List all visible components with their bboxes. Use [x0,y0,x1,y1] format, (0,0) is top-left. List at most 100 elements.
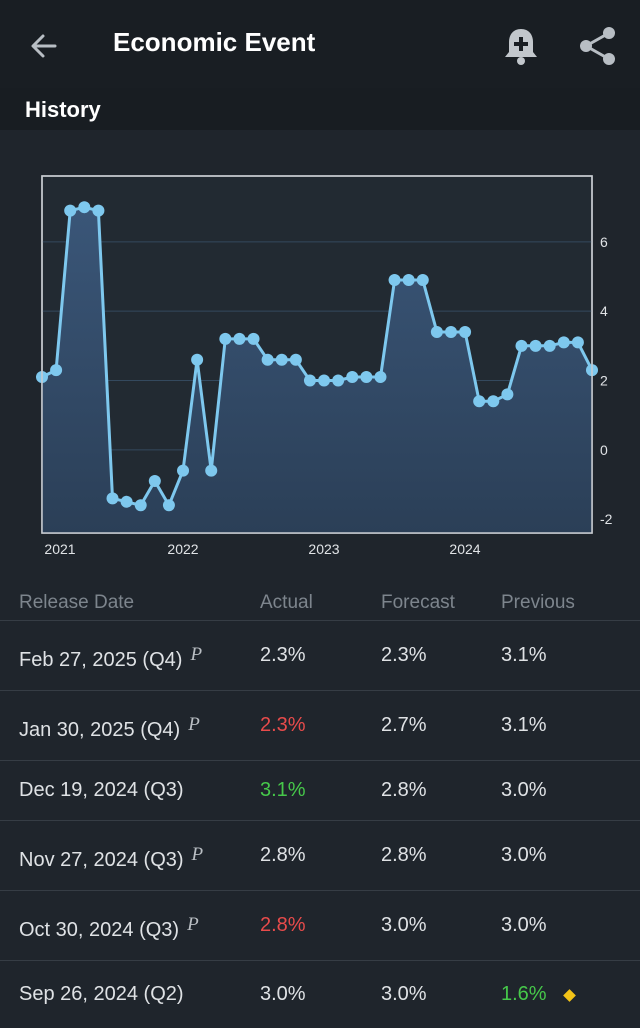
data-point[interactable] [487,395,500,408]
table-row[interactable]: Feb 27, 2025 (Q4) P 2.3% 2.3% 3.1% [0,620,640,691]
data-point[interactable] [515,339,528,352]
y-tick-label: 2 [600,372,608,388]
back-button[interactable] [24,26,64,66]
previous-value: 3.0% [501,914,547,936]
data-point[interactable] [388,273,401,286]
data-point[interactable] [275,353,288,366]
x-tick-label: 2022 [167,541,198,557]
arrow-left-icon [31,34,57,58]
data-point[interactable] [459,325,472,338]
data-point[interactable] [289,353,302,366]
data-point[interactable] [430,325,443,338]
data-point[interactable] [529,339,542,352]
data-point[interactable] [247,332,260,345]
forecast-value: 3.0% [381,983,427,1005]
table-row[interactable]: Oct 30, 2024 (Q3) P 2.8% 3.0% 3.0% [0,890,640,961]
page-title: Economic Event [113,27,316,57]
data-point[interactable] [444,325,457,338]
data-point[interactable] [191,353,204,366]
actual-value: 3.0% [260,983,306,1005]
bell-plus-icon [505,29,537,65]
release-date-text: Oct 30, 2024 (Q3) [19,919,180,941]
data-point[interactable] [233,332,246,345]
history-chart[interactable]: 6 4 2 0 -2 2021 2022 2023 2024 [0,130,640,570]
add-alert-button[interactable] [500,24,542,68]
y-tick-label: -2 [600,511,613,527]
x-tick-label: 2023 [308,541,339,557]
data-point[interactable] [501,388,514,401]
preliminary-marker: P [188,714,200,735]
preliminary-marker: P [191,844,204,865]
data-point[interactable] [557,336,570,349]
actual-value: 2.3% [260,714,306,736]
data-point[interactable] [571,336,584,349]
release-date-text: Jan 30, 2025 (Q4) [19,719,181,741]
table-row[interactable]: Dec 19, 2024 (Q3) 3.1% 2.8% 3.0% [0,760,640,821]
x-tick-label: 2021 [44,541,75,557]
forecast-value: 2.8% [381,779,427,801]
release-date-text: Feb 27, 2025 (Q4) [19,649,183,671]
data-point[interactable] [177,464,190,477]
preliminary-marker: P [190,644,203,665]
data-point[interactable] [303,374,316,387]
forecast-value: 2.8% [381,844,427,866]
release-date: Nov 27, 2024 (Q3) P [19,844,203,872]
series-line [41,205,594,507]
data-point[interactable] [318,374,331,387]
table-row[interactable]: Sep 26, 2024 (Q2) 3.0% 3.0% 1.6% [0,960,640,1028]
table-row[interactable]: Jan 30, 2025 (Q4) P 2.3% 2.7% 3.1% [0,690,640,761]
previous-value: 3.0% [501,779,547,801]
table-row[interactable]: Nov 27, 2024 (Q3) P 2.8% 2.8% 3.0% [0,820,640,891]
actual-value: 2.8% [260,914,306,936]
release-date: Sep 26, 2024 (Q2) [19,983,184,1006]
data-point[interactable] [120,495,133,508]
data-point[interactable] [219,332,232,345]
column-header-release-date[interactable]: Release Date [19,592,135,613]
release-date: Feb 27, 2025 (Q4) P [19,644,202,672]
column-header-forecast[interactable]: Forecast [381,592,455,613]
share-button[interactable] [576,24,618,68]
y-tick-label: 0 [600,442,608,458]
data-point[interactable] [134,499,147,512]
data-point[interactable] [50,364,63,377]
data-point[interactable] [78,201,91,214]
data-point[interactable] [92,204,105,217]
release-date: Dec 19, 2024 (Q3) [19,779,184,802]
data-point[interactable] [543,339,556,352]
y-tick-label: 6 [600,234,608,250]
data-point[interactable] [162,499,175,512]
data-point[interactable] [360,371,373,384]
data-point[interactable] [106,492,119,505]
release-date-text: Dec 19, 2024 (Q3) [19,779,184,801]
series-area [42,207,592,533]
previous-value: 3.1% [501,644,547,666]
release-date: Jan 30, 2025 (Q4) P [19,714,200,742]
section-title: History [25,97,101,122]
actual-value: 2.3% [260,644,306,666]
data-point[interactable] [416,273,429,286]
preliminary-marker: P [187,914,199,935]
column-header-previous[interactable]: Previous [501,592,575,613]
previous-value: 3.0% [501,844,547,866]
data-point[interactable] [148,475,161,488]
column-header-actual[interactable]: Actual [260,592,313,613]
revised-diamond-icon [563,989,576,1002]
release-date: Oct 30, 2024 (Q3) P [19,914,199,942]
data-point[interactable] [64,204,77,217]
data-point[interactable] [205,464,218,477]
x-tick-label: 2024 [449,541,480,557]
plot-frame [41,175,593,534]
data-point[interactable] [346,371,359,384]
previous-value: 1.6% [501,983,547,1005]
history-header: History [0,88,640,130]
data-point[interactable] [332,374,345,387]
forecast-value: 3.0% [381,914,427,936]
data-point[interactable] [473,395,486,408]
data-point[interactable] [374,371,387,384]
data-point[interactable] [402,273,415,286]
release-date-text: Sep 26, 2024 (Q2) [19,983,184,1005]
forecast-value: 2.7% [381,714,427,736]
share-icon [580,27,615,65]
data-point[interactable] [261,353,274,366]
forecast-value: 2.3% [381,644,427,666]
